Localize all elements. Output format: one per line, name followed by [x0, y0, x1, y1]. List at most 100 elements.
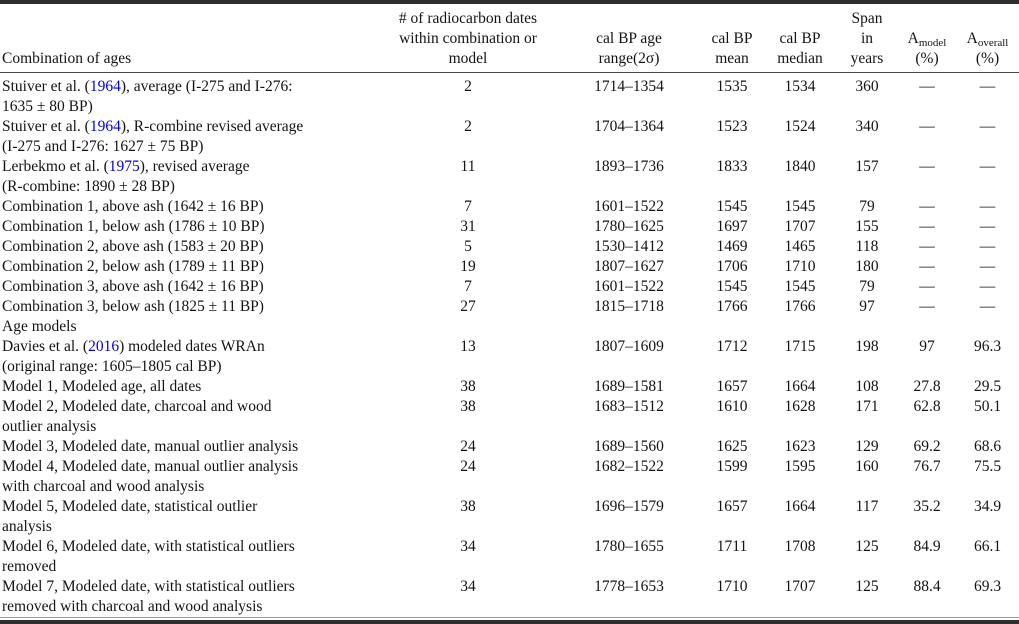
row-label-text: Model 4, Modeled date, manual outlier an… — [2, 458, 299, 475]
cell-n-dates: 2 — [464, 118, 472, 135]
cell-mean: 1523 — [716, 118, 748, 135]
cell-range: 1704–1364 — [594, 118, 664, 135]
cell-a-model: — — [919, 118, 935, 135]
cell-mean: 1625 — [716, 438, 748, 455]
row-label: Combination 3, above ash (1642 ± 16 BP) — [0, 277, 378, 297]
row-label-text: (I-275 and I-276: 1627 ± 75 BP) — [2, 138, 204, 155]
cell-median: 1707 — [784, 218, 816, 235]
cell-n-dates: 38 — [460, 378, 476, 395]
cell-mean: 1657 — [716, 378, 748, 395]
cell-median: 1766 — [784, 298, 816, 315]
citation-year-link[interactable]: 2016 — [88, 338, 120, 355]
cell-range: 1696–1579 — [594, 498, 664, 515]
row-label: Combination 2, below ash (1789 ± 11 BP) — [0, 257, 378, 277]
row-label: Model 5, Modeled date, statistical outli… — [0, 497, 378, 537]
cell-n-dates: 24 — [460, 438, 476, 455]
row-label: Stuiver et al. (1964), R-combine revised… — [0, 117, 378, 157]
header-text: years — [850, 50, 884, 67]
radiocarbon-combination-table: Combination of ages # of radiocarbon date… — [0, 4, 1019, 618]
row-label-text: ), average (I-275 and I-276: — [120, 78, 293, 95]
header-cell-n_dates: # of radiocarbon dates within combination… — [378, 4, 558, 73]
cell-span: 198 — [855, 338, 879, 355]
cell-n-dates: 13 — [460, 338, 476, 355]
header-text: within combination or — [399, 30, 537, 47]
cell-a-model: 76.7 — [913, 458, 941, 475]
cell-span: 155 — [855, 218, 879, 235]
cell-a-overall: 50.1 — [973, 398, 1002, 415]
row-label-text: Combination 2, below ash (1789 ± 11 BP) — [2, 258, 264, 275]
cell-median: 1708 — [784, 538, 816, 555]
cell-range: 1689–1581 — [594, 378, 664, 395]
cell-median: 1534 — [784, 78, 816, 95]
citation-year-link[interactable]: 1964 — [89, 118, 121, 135]
cell-median: 1628 — [784, 398, 816, 415]
cell-a-model: 97 — [919, 338, 935, 355]
cell-range: 1683–1512 — [594, 398, 664, 415]
cell-a-model: 69.2 — [913, 438, 941, 455]
row-label: Model 7, Modeled date, with statistical … — [0, 577, 378, 618]
cell-mean: 1766 — [716, 298, 748, 315]
row-label-text: Combination 1, below ash (1786 ± 10 BP) — [2, 218, 265, 235]
cell-n-dates: 38 — [460, 398, 476, 415]
row-label-text: Lerbekmo et al. ( — [2, 158, 109, 175]
cell-a-overall: — — [979, 218, 996, 235]
header-text: (%) — [975, 50, 1000, 67]
cell-span: 117 — [855, 498, 879, 515]
row-label-text: removed with charcoal and wood analysis — [2, 598, 263, 615]
header-text: Combination of ages — [2, 50, 132, 67]
cell-median — [764, 317, 836, 337]
header-cell-combination: Combination of ages — [0, 4, 378, 73]
table-row: Combination 2, below ash (1789 ± 11 BP) 1… — [0, 257, 1019, 277]
cell-a-model: 88.4 — [913, 578, 941, 595]
row-label-text: outlier analysis — [2, 418, 97, 435]
citation-year-link[interactable]: 1964 — [89, 78, 121, 95]
cell-range — [558, 317, 700, 337]
row-label: Combination 1, below ash (1786 ± 10 BP) — [0, 217, 378, 237]
table-row: Combination 1, above ash (1642 ± 16 BP) 7… — [0, 197, 1019, 217]
cell-a-model: 35.2 — [913, 498, 941, 515]
table-row: Model 1, Modeled age, all dates 38 1689–15… — [0, 377, 1019, 397]
cell-median: 1664 — [784, 498, 816, 515]
row-label-text: analysis — [2, 518, 52, 535]
cell-span: 97 — [859, 298, 875, 315]
header-text: cal BP — [711, 30, 753, 47]
row-label: Lerbekmo et al. (1975), revised average (… — [0, 157, 378, 197]
row-label: Combination 1, above ash (1642 ± 16 BP) — [0, 197, 378, 217]
cell-range: 1807–1609 — [594, 338, 664, 355]
cell-a-model: — — [919, 278, 935, 295]
cell-a-overall — [956, 317, 1019, 337]
cell-a-overall: — — [979, 258, 996, 275]
cell-median: 1664 — [784, 378, 816, 395]
table-row: Davies et al. (2016) modeled dates WRAn (… — [0, 337, 1019, 377]
row-label: Davies et al. (2016) modeled dates WRAn (… — [0, 337, 378, 377]
table-row: Combination 3, above ash (1642 ± 16 BP) 7… — [0, 277, 1019, 297]
cell-a-model: 27.8 — [913, 378, 941, 395]
cell-mean: 1833 — [716, 158, 748, 175]
cell-a-overall: 66.1 — [973, 538, 1002, 555]
cell-range: 1780–1625 — [594, 218, 664, 235]
cell-span: 160 — [855, 458, 879, 475]
row-label: Combination 3, below ash (1825 ± 11 BP) — [0, 297, 378, 317]
table-row: Model 6, Modeled date, with statistical … — [0, 537, 1019, 577]
cell-a-model: — — [919, 78, 935, 95]
row-label-text: Combination 2, above ash (1583 ± 20 BP) — [2, 238, 264, 255]
header-text: A — [966, 30, 978, 47]
cell-a-model: — — [919, 198, 935, 215]
row-label: Combination 2, above ash (1583 ± 20 BP) — [0, 237, 378, 257]
header-text: range(2σ) — [598, 50, 660, 67]
row-label-text: Stuiver et al. ( — [2, 118, 90, 135]
cell-median: 1524 — [784, 118, 816, 135]
citation-year-link[interactable]: 1975 — [108, 158, 140, 175]
header-subscript: overall — [977, 37, 1009, 49]
cell-range: 1601–1522 — [594, 198, 664, 215]
cell-mean: 1545 — [716, 198, 748, 215]
cell-span: 157 — [855, 158, 879, 175]
header-text: in — [860, 30, 874, 47]
cell-span: 79 — [859, 198, 875, 215]
cell-mean: 1710 — [716, 578, 748, 595]
cell-n-dates: 34 — [460, 538, 476, 555]
cell-range: 1780–1655 — [594, 538, 664, 555]
cell-n-dates: 7 — [464, 278, 472, 295]
row-label-text: with charcoal and wood analysis — [2, 478, 205, 495]
cell-span: 108 — [855, 378, 879, 395]
